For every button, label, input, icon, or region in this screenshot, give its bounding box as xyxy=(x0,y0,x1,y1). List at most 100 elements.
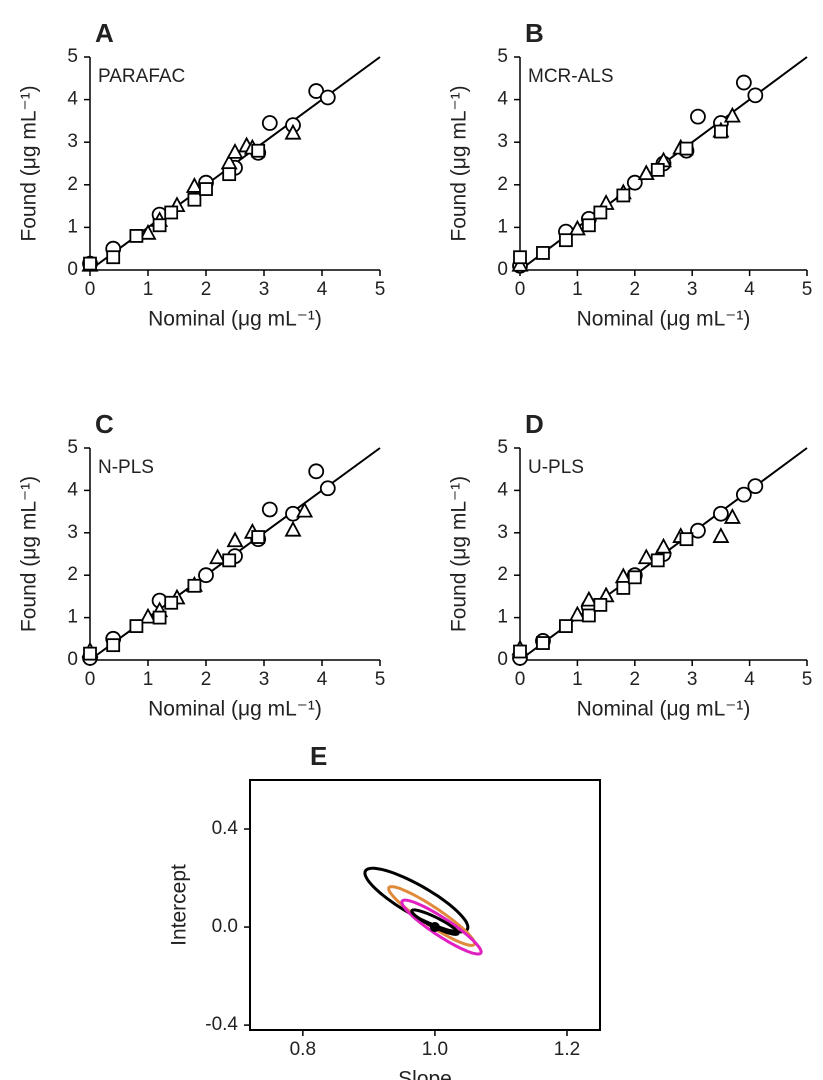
triangle-marker xyxy=(139,607,157,624)
square-marker xyxy=(513,644,527,659)
square-marker xyxy=(129,619,144,633)
confidence-ellipse xyxy=(363,866,470,934)
square-marker xyxy=(559,233,573,248)
y-tick-label: 3 xyxy=(497,522,508,543)
circle-marker xyxy=(319,480,336,497)
x-axis-label: Slope xyxy=(398,1068,452,1080)
x-tick-label: 4 xyxy=(317,279,328,300)
y-tick-label: 5 xyxy=(497,46,508,67)
y-tick-label: 0 xyxy=(67,259,78,280)
x-tick-label: 3 xyxy=(687,669,698,690)
square-marker xyxy=(536,246,550,260)
y-tick-label: 3 xyxy=(67,522,78,543)
panel-label: C xyxy=(95,409,114,439)
square-marker xyxy=(627,570,642,585)
y-tick-label: 5 xyxy=(67,46,78,67)
square-marker xyxy=(679,532,694,547)
square-marker xyxy=(83,256,97,271)
triangle-marker xyxy=(712,527,730,543)
x-tick-label: 4 xyxy=(744,669,755,690)
triangle-marker xyxy=(637,548,655,565)
x-tick-label: 2 xyxy=(201,279,212,300)
square-marker xyxy=(581,608,596,623)
circle-marker xyxy=(690,522,706,539)
x-tick-label: 1 xyxy=(143,669,154,690)
confidence-ellipse xyxy=(400,898,483,956)
y-tick-label: 1 xyxy=(497,216,508,237)
x-tick-label: 2 xyxy=(630,669,641,690)
square-marker xyxy=(164,595,179,610)
y-tick-label: -0.4 xyxy=(205,1014,238,1035)
triangle-marker xyxy=(511,255,529,272)
triangle-marker xyxy=(296,501,314,518)
x-tick-label: 4 xyxy=(317,669,328,690)
triangle-marker xyxy=(568,605,586,622)
x-tick-label: 5 xyxy=(802,669,813,690)
y-axis-label: Found (μg mL⁻¹) xyxy=(448,476,471,632)
square-marker xyxy=(199,182,213,196)
circle-marker xyxy=(261,115,278,131)
method-label: N-PLS xyxy=(98,457,154,478)
square-marker xyxy=(513,250,527,265)
circle-marker xyxy=(713,505,729,522)
circle-marker xyxy=(198,567,214,584)
square-marker xyxy=(251,143,266,158)
square-marker xyxy=(650,162,665,177)
y-axis-label: Found (μg mL⁻¹) xyxy=(18,85,41,241)
square-marker xyxy=(251,530,266,544)
square-marker xyxy=(679,141,694,156)
y-tick-label: 2 xyxy=(497,174,508,195)
x-tick-label: 4 xyxy=(744,279,755,300)
square-marker xyxy=(593,597,608,612)
confidence-ellipse xyxy=(387,885,477,947)
square-marker xyxy=(187,578,202,593)
square-marker xyxy=(616,581,631,595)
circle-marker xyxy=(747,87,764,104)
triangle-marker xyxy=(637,164,655,181)
panel-label: D xyxy=(525,409,544,439)
x-tick-label: 1.0 xyxy=(422,1039,448,1060)
circle-marker xyxy=(319,89,336,106)
circle-marker xyxy=(308,463,325,480)
x-tick-label: 3 xyxy=(259,669,270,690)
square-marker xyxy=(581,218,596,233)
square-marker xyxy=(559,619,573,633)
square-marker xyxy=(222,553,237,568)
square-marker xyxy=(83,646,97,661)
square-marker xyxy=(222,167,237,182)
x-tick-label: 0 xyxy=(515,279,526,300)
y-tick-label: 4 xyxy=(67,89,78,110)
circle-marker xyxy=(261,501,278,518)
method-label: PARAFAC xyxy=(98,66,185,87)
y-tick-label: 5 xyxy=(497,437,508,458)
method-label: MCR-ALS xyxy=(528,66,614,87)
circle-marker xyxy=(285,505,301,522)
y-tick-label: 3 xyxy=(67,131,78,152)
confidence-ellipse xyxy=(410,908,460,936)
x-tick-label: 1 xyxy=(143,279,154,300)
triangle-marker xyxy=(568,219,586,236)
y-tick-label: 0 xyxy=(497,649,508,670)
x-axis-label: Nominal (μg mL⁻¹) xyxy=(148,698,322,721)
y-tick-label: 2 xyxy=(67,174,78,195)
x-tick-label: 2 xyxy=(630,279,641,300)
x-tick-label: 0.8 xyxy=(290,1039,316,1060)
triangle-marker xyxy=(654,537,673,554)
x-tick-label: 0 xyxy=(85,669,96,690)
square-marker xyxy=(536,636,550,650)
square-marker xyxy=(129,229,144,243)
y-tick-label: 2 xyxy=(497,564,508,585)
x-tick-label: 1 xyxy=(572,669,583,690)
x-tick-label: 0 xyxy=(85,279,96,300)
square-marker xyxy=(714,124,728,139)
x-tick-label: 5 xyxy=(375,279,386,300)
y-tick-label: 1 xyxy=(67,607,78,628)
y-tick-label: 0 xyxy=(67,649,78,670)
x-tick-label: 1.2 xyxy=(554,1039,580,1060)
triangle-marker xyxy=(284,520,302,537)
panel-label: A xyxy=(95,18,114,48)
panel-label: E xyxy=(310,741,327,771)
x-tick-label: 2 xyxy=(201,669,212,690)
y-tick-label: 2 xyxy=(67,564,78,585)
